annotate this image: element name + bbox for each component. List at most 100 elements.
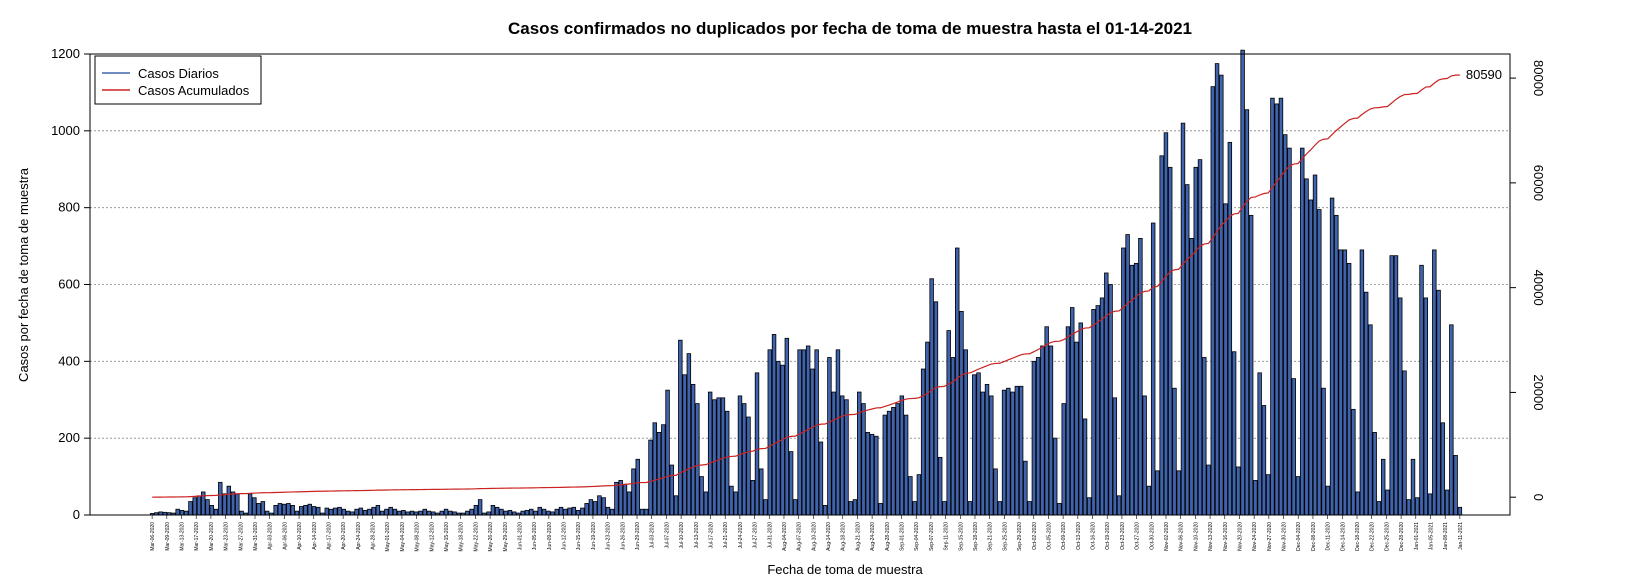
x-tick-label: Jul-21-2020 xyxy=(723,522,729,549)
bar xyxy=(277,503,283,516)
bar xyxy=(563,508,568,516)
bar xyxy=(822,504,828,516)
bar xyxy=(1095,305,1101,516)
y-tick-label: 800 xyxy=(58,200,80,215)
bar xyxy=(865,432,870,516)
bar xyxy=(1342,249,1348,516)
x-tick-label: Dec-18-2020 xyxy=(1355,522,1361,551)
bar xyxy=(750,480,755,516)
x-tick-label: May-08-2020 xyxy=(415,522,421,552)
y2-tick-label: 60000 xyxy=(1531,165,1546,201)
bar xyxy=(925,341,930,516)
bar xyxy=(695,403,700,516)
y-tick-label: 600 xyxy=(58,277,80,292)
bar xyxy=(316,506,321,516)
bar xyxy=(827,357,832,516)
cumulative-final-label: 80590 xyxy=(1466,67,1502,82)
bar xyxy=(524,509,530,516)
bar xyxy=(690,383,696,516)
bar xyxy=(1338,249,1343,516)
bar xyxy=(959,310,964,516)
bar xyxy=(618,480,623,516)
x-tick-label: Mar-20-2020 xyxy=(209,522,215,551)
bar xyxy=(1087,497,1092,516)
y-axis-label: Casos por fecha de toma de muestra xyxy=(16,167,31,382)
x-tick-label: Sep-29-2020 xyxy=(1017,522,1023,551)
bar xyxy=(477,499,483,516)
bar xyxy=(303,504,308,516)
bar xyxy=(1261,405,1267,516)
x-tick-label: Jun-05-2020 xyxy=(532,522,538,550)
bar xyxy=(703,491,709,516)
bar xyxy=(861,403,866,516)
bar xyxy=(1206,464,1211,516)
bar xyxy=(490,504,496,516)
bar xyxy=(1078,322,1083,516)
x-tick-label: Nov-24-2020 xyxy=(1252,522,1258,551)
bar xyxy=(1125,234,1130,516)
bar xyxy=(784,337,790,516)
bar xyxy=(1329,197,1335,516)
bar xyxy=(1018,385,1024,516)
bar xyxy=(648,439,653,516)
bar xyxy=(754,372,760,516)
x-tick-label: May-15-2020 xyxy=(444,522,450,552)
bar xyxy=(1099,297,1105,516)
x-tick-label: Aug-28-2020 xyxy=(885,522,891,551)
bar xyxy=(682,374,687,516)
x-tick-label: Nov-02-2020 xyxy=(1164,522,1170,551)
bar xyxy=(946,330,951,516)
bar xyxy=(984,383,990,516)
bar xyxy=(1372,432,1377,516)
y2-tick-label: 0 xyxy=(1531,494,1546,501)
bar xyxy=(967,501,973,516)
x-tick-label: Jul-24-2020 xyxy=(738,522,744,549)
bar xyxy=(767,349,773,516)
x-tick-label: May-01-2020 xyxy=(385,522,391,552)
bar xyxy=(1363,291,1369,516)
legend-box xyxy=(94,55,262,105)
bar xyxy=(541,508,547,516)
bar xyxy=(469,508,474,516)
x-tick-label: Jul-17-2020 xyxy=(708,522,714,549)
bar xyxy=(908,476,913,516)
x-tick-label: Dec-04-2020 xyxy=(1296,522,1302,551)
bar xyxy=(286,503,291,516)
bar xyxy=(401,509,406,516)
bar xyxy=(529,508,534,516)
bar xyxy=(729,485,734,516)
bar xyxy=(584,503,589,516)
bar xyxy=(1223,203,1228,516)
y-tick-label: 1000 xyxy=(51,123,80,138)
bar xyxy=(993,468,998,516)
x-tick-label: Apr-10-2020 xyxy=(297,522,303,550)
bar xyxy=(1351,408,1356,516)
bar xyxy=(196,495,202,516)
bar xyxy=(1410,458,1416,516)
bar xyxy=(1346,262,1352,516)
bar xyxy=(1427,493,1433,516)
bar xyxy=(1108,284,1113,516)
x-tick-label: Aug-14-2020 xyxy=(826,522,832,551)
bar xyxy=(912,501,917,516)
bar xyxy=(759,468,764,516)
bar xyxy=(345,510,351,516)
bar xyxy=(1231,351,1237,516)
bar xyxy=(831,391,836,516)
bar xyxy=(1014,385,1020,516)
bar xyxy=(273,504,278,516)
bar xyxy=(1244,109,1250,516)
bar xyxy=(375,504,381,516)
bar xyxy=(328,508,334,516)
bar xyxy=(1052,437,1058,516)
x-tick-label: Apr-14-2020 xyxy=(312,522,318,550)
y-tick-label: 0 xyxy=(73,507,80,522)
x-tick-label: Apr-17-2020 xyxy=(326,522,332,550)
bar xyxy=(1040,345,1045,516)
grid-lines xyxy=(90,130,1510,439)
bar xyxy=(763,499,768,516)
bar xyxy=(558,506,564,516)
y-tick-label: 1200 xyxy=(51,46,80,61)
bar xyxy=(997,501,1003,516)
bar xyxy=(963,349,968,516)
